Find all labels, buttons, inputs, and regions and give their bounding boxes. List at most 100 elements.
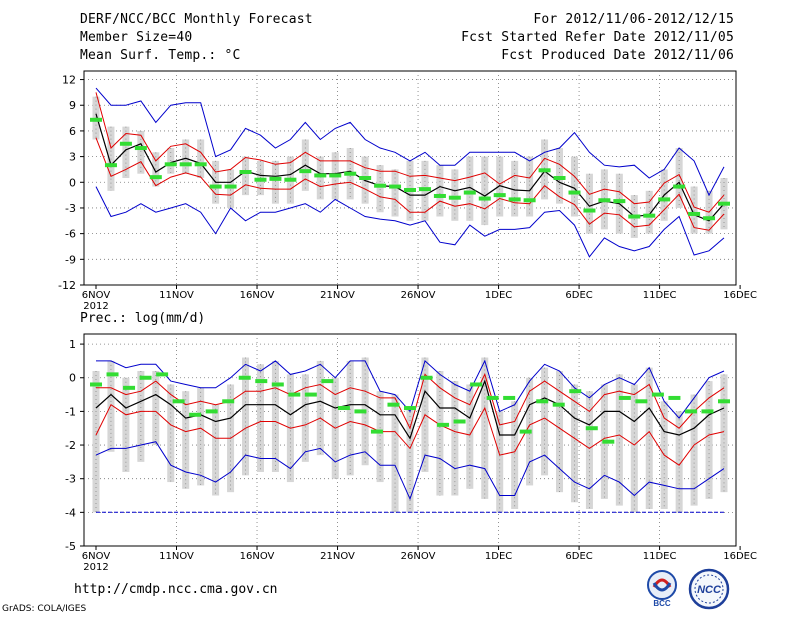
temp-climatology-mark: [149, 175, 162, 180]
prec-member-range-bar: [137, 371, 145, 462]
prec-xtick-label: 11DEC: [643, 551, 677, 562]
chart-title: DERF/NCC/BCC Monthly Forecast: [80, 12, 313, 27]
prec-climatology-mark: [123, 385, 136, 390]
prec-climatology-mark: [172, 399, 185, 404]
temp-climatology-mark: [224, 184, 237, 189]
prec-year-label: 2012: [83, 562, 108, 573]
temp-ytick-label: 0: [69, 176, 76, 189]
temp-xtick-label: 6DEC: [565, 290, 592, 301]
prec-climatology-mark: [90, 382, 102, 387]
temp-climatology-mark: [344, 171, 357, 176]
prec-member-range-bar: [391, 394, 399, 513]
bcc-logo-text: BCC: [653, 599, 671, 608]
temp-ytick-label: 3: [69, 151, 76, 164]
temp-climatology-mark: [194, 162, 207, 167]
prec-member-range-bar: [630, 384, 638, 513]
prec-member-range-bar: [107, 360, 115, 452]
temp-member-range-bar: [570, 156, 578, 217]
temp-ytick-label: 9: [69, 99, 76, 112]
forecast-period: For 2012/11/06-2012/12/15: [533, 12, 734, 27]
prec-climatology-mark: [420, 375, 433, 380]
temp-xtick-label: 16DEC: [723, 290, 757, 301]
temp-series-mean-minus-std: [95, 137, 725, 231]
prec-climatology-mark: [106, 372, 119, 377]
temp-climatology-mark: [613, 199, 626, 204]
prec-member-range-bar: [242, 357, 250, 476]
temp-climatology-mark: [404, 187, 416, 192]
prec-climatology-mark: [354, 409, 367, 414]
prec-ytick-label: -5: [65, 540, 76, 553]
prec-member-range-bar: [645, 367, 653, 509]
temp-member-range-bar: [137, 130, 145, 174]
prec-climatology-mark: [255, 379, 268, 384]
temp-series-max: [95, 87, 725, 197]
temp-climatology-mark: [568, 190, 581, 195]
temp-ytick-label: -3: [65, 202, 76, 215]
prec-series-min: [95, 441, 725, 501]
temp-member-range-bar: [122, 126, 130, 178]
prec-member-range-bar: [541, 367, 549, 476]
temp-series-mean-plusstd: [95, 92, 725, 213]
prec-member-range-bar: [481, 357, 489, 499]
temp-ytick-label: 12: [62, 74, 76, 87]
forecast-started-date: Fcst Started Refer Date 2012/11/05: [461, 30, 734, 45]
prec-climatology-mark: [602, 439, 615, 444]
prec-climatology-mark: [288, 392, 301, 397]
prec-ytick-label: 1: [69, 338, 76, 351]
temp-climatology-mark: [418, 187, 431, 192]
temp-year-label: 2012: [83, 301, 108, 312]
temp-climatology-mark: [688, 211, 701, 216]
temp-member-range-bar: [436, 165, 444, 217]
prec-member-range-bar: [271, 360, 279, 472]
temp-climatology-mark: [628, 214, 641, 219]
temp-climatology-mark: [493, 193, 506, 198]
prec-ytick-label: -2: [65, 439, 76, 452]
prec-climatology-mark: [370, 429, 383, 434]
prec-climatology-mark: [222, 399, 235, 404]
prec-climatology-mark: [205, 409, 218, 414]
prec-xtick-label: 16DEC: [723, 551, 757, 562]
temp-climatology-mark: [314, 173, 327, 178]
prec-ytick-label: -1: [65, 405, 76, 418]
source-url[interactable]: http://cmdp.ncc.cma.gov.cn: [74, 582, 278, 597]
prec-climatology-mark: [519, 429, 532, 434]
temp-member-range-bar: [585, 173, 593, 234]
prec-member-range-bar: [152, 371, 160, 446]
prec-member-range-bar: [675, 411, 683, 513]
temp-climatology-mark: [299, 169, 312, 174]
prec-climatology-mark: [470, 382, 483, 387]
temp-member-range-bar: [481, 156, 489, 226]
temp-member-range-bar: [182, 139, 190, 174]
temp-ytick-label: -6: [65, 228, 76, 241]
prec-member-range-bar: [316, 360, 324, 456]
prec-series-mean-minus-std: [95, 403, 725, 466]
prec-member-range-bar: [511, 401, 519, 509]
prec-member-range-bar: [585, 391, 593, 509]
temp-xtick-label: 11NOV: [159, 290, 194, 301]
ncc-logo-text: NCC: [697, 584, 722, 596]
prec-climatology-mark: [387, 402, 400, 407]
prec-member-range-bar: [212, 404, 220, 496]
prec-climatology-mark: [651, 392, 664, 397]
temp-climatology-mark: [119, 141, 132, 146]
prec-series-max: [96, 359, 725, 419]
temp-member-range-bar: [391, 169, 399, 217]
temp-climatology-mark: [104, 163, 117, 168]
prec-series-mean-plusstd: [96, 373, 725, 430]
temp-member-range-bar: [556, 148, 564, 204]
prec-climatology-mark: [453, 419, 466, 424]
temp-climatology-mark: [643, 213, 656, 218]
temp-xtick-label: 6NOV: [82, 290, 111, 301]
temp-member-range-bar: [645, 190, 653, 234]
temp-ytick-label: 6: [69, 125, 76, 138]
prec-ytick-label: 0: [69, 372, 76, 385]
temp-ytick-label: -12: [58, 279, 76, 292]
temp-climatology-mark: [254, 177, 267, 182]
prec-climatology-mark: [486, 395, 499, 400]
prec-climatology-mark: [684, 409, 697, 414]
prec-ytick-label: -4: [65, 506, 76, 519]
temp-climatology-mark: [718, 201, 730, 206]
prec-climatology-mark: [569, 389, 582, 394]
temp-climatology-mark: [269, 176, 282, 181]
